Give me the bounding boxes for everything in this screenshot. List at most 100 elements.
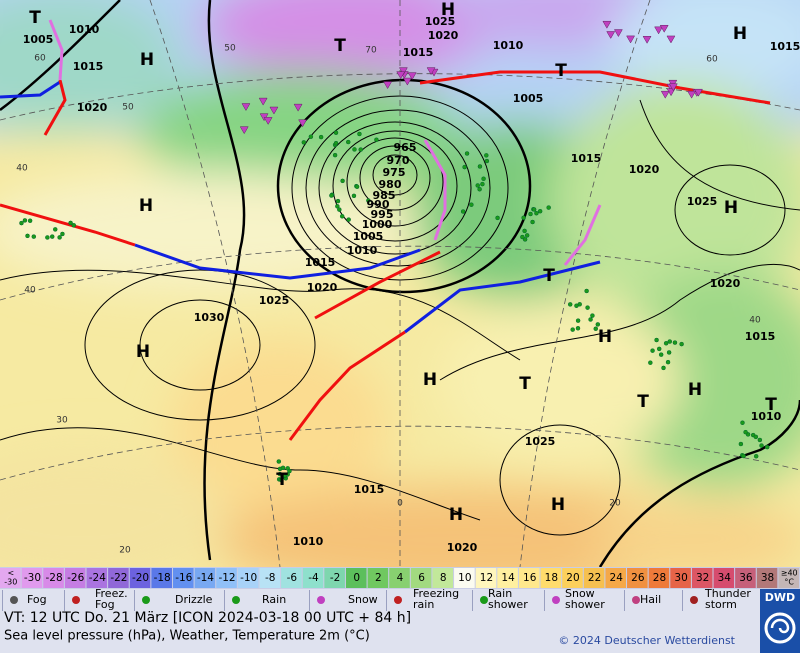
isobar-label: 1005 [23, 33, 54, 46]
legend-icon [632, 596, 640, 604]
color-scale-label: 2 [375, 572, 382, 584]
color-scale-label: 26 [631, 572, 645, 584]
rain-symbol [546, 205, 551, 210]
pressure-center: H [733, 24, 747, 44]
snow-shower-symbol [263, 117, 273, 125]
rain-symbol [575, 326, 581, 331]
rain-symbol [462, 164, 467, 170]
legend-divider [224, 590, 225, 611]
pressure-center: T [29, 8, 41, 28]
isotherm-label: 50 [224, 44, 236, 54]
legend-icon [72, 596, 80, 604]
color-scale-label: -18 [154, 572, 171, 584]
rain-symbol [534, 210, 539, 216]
rain-symbol [339, 214, 345, 219]
rain-symbol [22, 218, 28, 223]
rain-symbol [570, 327, 575, 332]
snow-shower-symbol [407, 72, 417, 81]
rain-symbol [753, 434, 759, 440]
rain-symbol [335, 198, 341, 204]
copyright: © 2024 Deutscher Wetterdienst [558, 634, 735, 647]
legend-icon [480, 596, 488, 604]
pressure-center: H [441, 0, 455, 20]
pressure-center: T [519, 374, 531, 394]
rain-symbol [358, 147, 363, 152]
isobar-label: 1010 [751, 410, 782, 423]
rain-symbol [743, 429, 748, 435]
rain-symbol [477, 164, 483, 169]
color-scale-label: -22 [110, 572, 127, 584]
rain-symbol [477, 187, 482, 192]
isobars [0, 0, 800, 567]
snow-shower-symbol [659, 24, 669, 33]
color-scale-label: 10 [458, 572, 471, 584]
snow-shower-symbol [666, 35, 676, 44]
map: 1005101010151020102510201015101010059659… [0, 0, 800, 567]
pressure-center: H [598, 327, 612, 347]
pressure-center: T [555, 61, 567, 81]
isobar-label: 1010 [493, 39, 524, 52]
rain-symbol [520, 234, 525, 240]
color-scale-label: -4 [308, 572, 319, 584]
isobar-label: 1020 [629, 163, 660, 176]
rain-symbol [567, 302, 573, 307]
color-scale-label: 28 [653, 572, 666, 584]
legend-label: Hail [640, 593, 661, 606]
rain-symbol [679, 341, 684, 347]
pressure-center: H [551, 495, 565, 515]
snow-shower-symbol [642, 36, 652, 44]
footer-bar [0, 612, 760, 653]
rain-symbol [741, 453, 746, 459]
isobar-label: 965 [394, 141, 417, 154]
rain-symbol [522, 228, 527, 234]
rain-symbol [665, 359, 671, 365]
color-scale-label: -2 [330, 572, 340, 584]
legend-label: shower [565, 598, 605, 611]
isobar-label: 1020 [307, 281, 338, 294]
color-scale-cell [691, 568, 713, 588]
rain-symbol [666, 350, 672, 355]
rain-symbol [672, 340, 678, 345]
color-scale-cell [778, 568, 799, 588]
color-scale-label: 38 [761, 572, 774, 584]
rain-symbol [469, 202, 474, 207]
pressure-center: H [140, 50, 154, 70]
color-scale-label: -24 [89, 572, 106, 584]
rain-symbol [658, 352, 664, 357]
rain-symbol [495, 215, 500, 221]
legend-label: Drizzle [175, 593, 213, 606]
snow-shower-symbol [613, 29, 623, 38]
color-scale-cell [454, 568, 475, 588]
color-scale-cell [605, 568, 627, 588]
legend-icon [10, 596, 18, 604]
color-scale-cell [259, 568, 281, 588]
color-scale-label: 36 [739, 572, 753, 584]
rain-symbol [584, 288, 589, 294]
color-scale-cell [194, 568, 216, 588]
rain-symbol [585, 305, 590, 310]
legend-label: Thunder [704, 587, 751, 600]
logo-icon [764, 612, 796, 644]
snow-shower-symbol [241, 103, 251, 112]
isotherm-label: 40 [16, 164, 28, 174]
map-labels: 1005101010151020102510201015101010059659… [16, 0, 800, 556]
legend-icon [690, 596, 698, 604]
color-scale-label: 16 [523, 572, 537, 584]
legend-label: Rain [488, 587, 512, 600]
snow-shower-symbol [626, 35, 636, 44]
legend-label: rain [413, 598, 434, 611]
rain-symbol [308, 134, 314, 139]
rain-symbol [654, 337, 659, 343]
rain-symbol [764, 444, 770, 450]
rain-symbol [335, 204, 340, 209]
rain-symbol [285, 472, 290, 477]
legend-icon [317, 596, 325, 604]
isobar-label: 1015 [403, 46, 434, 59]
snow-shower-symbol [396, 71, 406, 80]
snow-shower-symbol [298, 119, 308, 128]
rain-symbol [27, 218, 33, 223]
isobar-label: 1015 [354, 483, 385, 496]
rain-symbol [464, 151, 470, 156]
isobar-label: 1000 [362, 218, 393, 231]
